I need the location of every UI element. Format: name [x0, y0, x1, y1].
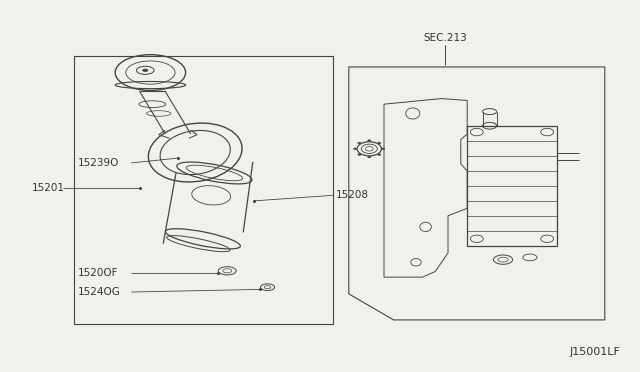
Text: 1520OF: 1520OF — [78, 269, 118, 278]
Ellipse shape — [367, 140, 371, 142]
Text: 1524OG: 1524OG — [78, 287, 121, 297]
Ellipse shape — [378, 142, 381, 144]
Bar — [467, 126, 557, 246]
Ellipse shape — [353, 148, 357, 150]
Bar — [74, 56, 333, 324]
Ellipse shape — [381, 148, 385, 150]
Text: J15001LF: J15001LF — [570, 347, 621, 357]
Text: 15201: 15201 — [32, 183, 65, 193]
Text: 15208: 15208 — [336, 190, 369, 200]
Ellipse shape — [358, 142, 361, 144]
Ellipse shape — [367, 156, 371, 158]
Ellipse shape — [358, 154, 361, 155]
Text: 15239O: 15239O — [78, 158, 120, 168]
Ellipse shape — [378, 154, 381, 155]
Ellipse shape — [143, 69, 148, 72]
Text: SEC.213: SEC.213 — [423, 33, 467, 43]
